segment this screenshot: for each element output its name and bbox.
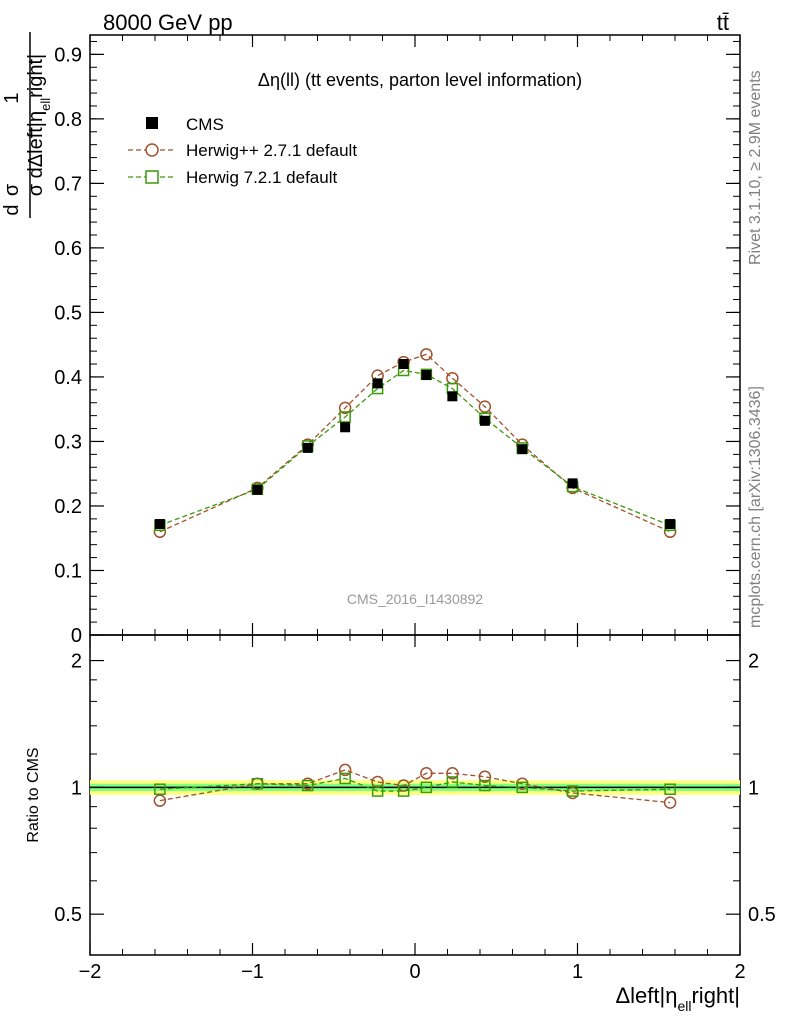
ratio-point-herwig7 (566, 785, 579, 797)
legend-marker-herwig7 (145, 170, 159, 184)
data-point-cms (398, 359, 409, 370)
data-point-herwigpp (420, 348, 433, 361)
x-tick-label: 1 (572, 961, 583, 983)
svg-text:σ: σ (1, 183, 23, 196)
ratio-point-herwig7 (516, 781, 528, 794)
y-tick-label: 0.8 (54, 109, 82, 131)
ratio-point-herwig7 (479, 779, 491, 792)
ratio-point-herwigpp (663, 796, 677, 809)
y-tick-label: 0.2 (54, 496, 82, 518)
data-point-cms (372, 378, 383, 389)
y-tick-label: 0.5 (54, 302, 82, 324)
x-tick-label: −1 (241, 961, 264, 983)
x-tick-label: −2 (79, 961, 102, 983)
ratio-frame (89, 634, 741, 956)
y-tick-label: 0.7 (54, 173, 82, 195)
plot-title: Δη(ll) (tt events, parton level informat… (258, 70, 582, 90)
ratio-point-herwigpp (371, 775, 384, 789)
ratio-y-tick-label: 2 (71, 651, 82, 673)
ratio-point-herwig7 (302, 779, 314, 792)
data-point-cms (479, 415, 490, 426)
ratio-point-herwig7 (420, 781, 433, 794)
data-point-cms (447, 391, 458, 402)
y-axis-label: 1 σ dΔleft|ηellright| d σ (1, 32, 53, 218)
series-line-herwig7 (159, 369, 671, 526)
ratio-y-tick-label-right: 2 (748, 651, 759, 673)
ratio-point-herwig7 (397, 785, 410, 797)
header-right: tt̄ (717, 10, 729, 35)
ratio-point-herwigpp (153, 794, 167, 807)
legend-label-herwig7: Herwig 7.2.1 default (186, 168, 337, 187)
ratio-point-herwig7 (154, 783, 166, 795)
y-tick-label: 0 (71, 625, 82, 647)
data-point-cms (252, 484, 263, 495)
ratio-line-herwig7 (159, 777, 671, 792)
data-point-herwigpp (478, 400, 492, 413)
legend-label-cms: CMS (186, 115, 224, 134)
ratio-point-herwigpp (478, 770, 492, 783)
y-tick-label: 0.9 (54, 44, 82, 66)
y-tick-label: 0.6 (54, 238, 82, 260)
ratio-point-herwig7 (339, 772, 351, 785)
data-point-cms (517, 444, 528, 455)
ratio-point-herwigpp (338, 763, 352, 777)
data-point-herwig7 (339, 411, 351, 423)
ratio-y-tick-label-right: 0.5 (748, 904, 776, 926)
analysis-watermark: CMS_2016_I1430892 (347, 591, 483, 607)
ratio-point-herwig7 (371, 785, 384, 797)
ratio-y-tick-label-right: 1 (748, 777, 759, 799)
data-point-cms (421, 370, 432, 380)
x-tick-label: 0 (409, 961, 420, 983)
x-tick-label: 2 (734, 961, 745, 983)
x-axis-label: Δleft|ηellright| (615, 983, 740, 1014)
ratio-point-herwig7 (446, 776, 459, 788)
y-tick-label: 0.3 (54, 431, 82, 453)
data-point-cms (302, 442, 313, 453)
legend-label-herwigpp: Herwig++ 2.7.1 default (186, 141, 357, 160)
mcplots-label: mcplots.cern.ch [arXiv:1306.3436] (747, 386, 764, 628)
data-point-cms (665, 519, 676, 530)
ratio-point-herwigpp (420, 767, 433, 780)
data-point-cms (567, 478, 578, 489)
ratio-point-herwig7 (251, 778, 264, 790)
legend-marker-cms (146, 117, 158, 129)
legend-marker-herwigpp (145, 143, 159, 157)
data-point-cms (154, 519, 165, 530)
ratio-line-herwigpp (159, 769, 671, 804)
ratio-y-tick-label: 0.5 (54, 904, 82, 926)
y-tick-label: 0.1 (54, 560, 82, 582)
ratio-y-tick-label: 1 (71, 777, 82, 799)
ratio-point-herwigpp (446, 767, 459, 780)
svg-text:d: d (1, 204, 23, 215)
y-tick-label: 0.4 (54, 367, 82, 389)
ratio-point-herwig7 (664, 783, 676, 795)
data-point-cms (340, 422, 351, 433)
svg-text:1: 1 (1, 92, 23, 103)
header-left: 8000 GeV pp (103, 10, 233, 35)
series-line-herwigpp (159, 353, 671, 533)
rivet-label: Rivet 3.1.10, ≥ 2.9M events (747, 70, 764, 265)
svg-text:σ dΔleft|ηellright|: σ dΔleft|ηellright| (25, 54, 53, 197)
data-point-herwigpp (338, 401, 352, 415)
ratio-y-label: Ratio to CMS (25, 747, 42, 842)
legend: CMS Herwig++ 2.7.1 default Herwig 7.2.1 … (128, 115, 357, 187)
